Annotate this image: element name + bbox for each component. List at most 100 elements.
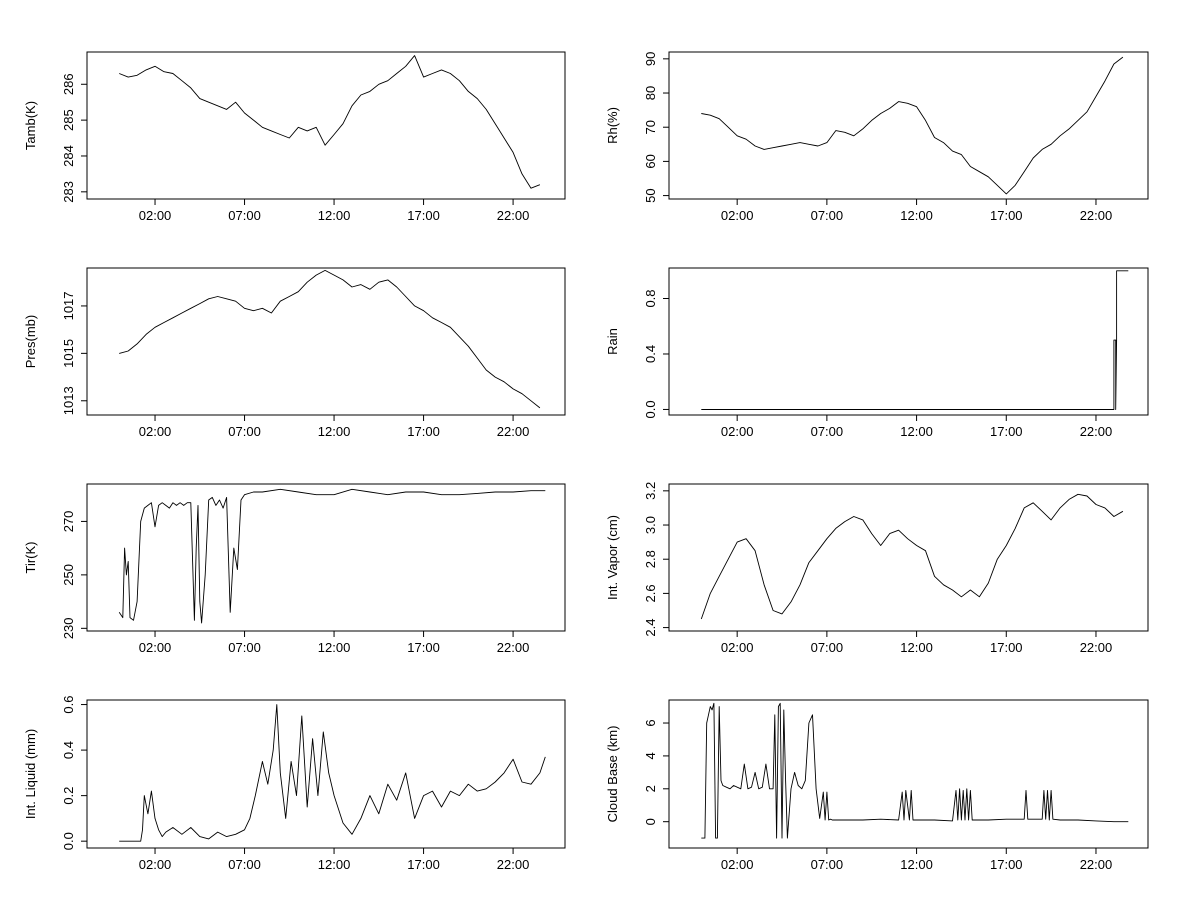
x-tick-label: 17:00 [407, 208, 440, 223]
y-tick-label: 1015 [61, 339, 76, 368]
x-tick-label: 22:00 [497, 424, 530, 439]
y-axis-label: Rh(%) [605, 107, 620, 144]
plot-frame [86, 267, 566, 416]
x-tick-label: 02:00 [721, 208, 754, 223]
x-tick-label: 02:00 [139, 424, 172, 439]
x-tick-label: 02:00 [721, 424, 754, 439]
x-tick-label: 02:00 [721, 640, 754, 655]
y-tick-label: 0 [643, 818, 658, 825]
series-line [701, 270, 1129, 410]
y-tick-label: 0.8 [643, 289, 658, 307]
y-tick-label: 0.0 [643, 400, 658, 418]
x-tick-label: 17:00 [407, 857, 440, 872]
y-tick-label: 0.2 [61, 787, 76, 805]
y-tick-label: 60 [643, 154, 658, 168]
x-tick-label: 22:00 [1080, 640, 1113, 655]
y-tick-label: 2.6 [643, 584, 658, 602]
y-tick-label: 286 [61, 73, 76, 95]
x-tick-label: 07:00 [228, 424, 261, 439]
series-line [119, 269, 541, 409]
series-line [118, 488, 546, 624]
y-tick-label: 284 [61, 145, 76, 167]
x-tick-label: 12:00 [900, 208, 933, 223]
y-tick-label: 90 [643, 52, 658, 66]
y-axis-label: Pres(mb) [23, 315, 38, 368]
x-tick-label: 17:00 [407, 424, 440, 439]
x-tick-label: 07:00 [228, 208, 261, 223]
plot-frame [668, 51, 1149, 200]
x-tick-label: 12:00 [318, 640, 351, 655]
x-tick-label: 22:00 [497, 857, 530, 872]
x-tick-label: 02:00 [721, 857, 754, 872]
x-tick-label: 12:00 [900, 857, 933, 872]
x-tick-label: 07:00 [228, 857, 261, 872]
x-tick-label: 22:00 [1080, 424, 1113, 439]
plot-frame [86, 483, 566, 632]
x-tick-label: 07:00 [228, 640, 261, 655]
y-tick-label: 250 [61, 564, 76, 586]
x-tick-label: 17:00 [407, 640, 440, 655]
x-tick-label: 07:00 [811, 208, 844, 223]
panel-8: 02:00 07:00 12:00 17:00 22:00 0 2 4 6 Cloud Base … [605, 699, 1149, 872]
y-tick-label: 2.4 [643, 619, 658, 637]
x-tick-label: 17:00 [990, 857, 1023, 872]
panel-5: 02:00 07:00 12:00 17:00 22:00 230 250 270 Tir(K) [23, 483, 566, 655]
panel-7: 02:00 07:00 12:00 17:00 22:00 0.0 0.2 0.4 0.6 Int… [23, 696, 566, 872]
x-tick-label: 12:00 [318, 208, 351, 223]
x-tick-label: 17:00 [990, 640, 1023, 655]
panel-6: 02:00 07:00 12:00 17:00 22:00 2.4 2.6 2.8 3.0 3.2… [605, 482, 1149, 655]
x-tick-label: 12:00 [318, 424, 351, 439]
x-tick-label: 22:00 [497, 640, 530, 655]
series-line [119, 704, 546, 842]
y-tick-label: 1017 [61, 291, 76, 320]
y-tick-label: 2 [643, 785, 658, 792]
y-axis-label: Tir(K) [23, 541, 38, 573]
y-axis-label: Rain [605, 328, 620, 355]
y-tick-label: 70 [643, 120, 658, 134]
y-axis-label: Int. Liquid (mm) [23, 729, 38, 819]
panel-2: 02:00 07:00 12:00 17:00 22:00 50 60 70 80 90 Rh(%) [605, 51, 1149, 223]
x-tick-label: 07:00 [811, 857, 844, 872]
x-tick-label: 17:00 [990, 208, 1023, 223]
panel-4: 02:00 07:00 12:00 17:00 22:00 0.0 0.4 0.8 Rain [605, 267, 1149, 439]
y-tick-label: 0.4 [643, 345, 658, 363]
x-tick-label: 12:00 [318, 857, 351, 872]
x-tick-label: 07:00 [811, 424, 844, 439]
series-line [701, 702, 1129, 839]
y-axis-label: Cloud Base (km) [605, 726, 620, 823]
plot-frame [86, 699, 566, 849]
x-tick-label: 02:00 [139, 640, 172, 655]
y-tick-label: 50 [643, 188, 658, 202]
y-tick-label: 230 [61, 617, 76, 639]
x-tick-label: 07:00 [811, 640, 844, 655]
y-tick-label: 285 [61, 109, 76, 131]
y-tick-label: 0.0 [61, 832, 76, 850]
y-tick-label: 80 [643, 86, 658, 100]
y-tick-label: 283 [61, 181, 76, 203]
y-tick-label: 6 [643, 719, 658, 726]
x-tick-label: 17:00 [990, 424, 1023, 439]
series-line [701, 56, 1124, 195]
y-tick-label: 0.4 [61, 741, 76, 759]
y-axis-label: Tamb(K) [23, 101, 38, 150]
y-axis-label: Int. Vapor (cm) [605, 515, 620, 600]
y-tick-label: 3.2 [643, 482, 658, 500]
plot-frame [86, 51, 566, 200]
x-tick-label: 12:00 [900, 640, 933, 655]
y-tick-label: 3.0 [643, 516, 658, 534]
panel-1: 02:00 07:00 12:00 17:00 22:00 283 284 285 286 Tam… [23, 51, 566, 223]
x-tick-label: 02:00 [139, 208, 172, 223]
y-tick-label: 270 [61, 511, 76, 533]
plot-frame [668, 483, 1149, 632]
y-tick-label: 4 [643, 752, 658, 759]
x-tick-label: 22:00 [497, 208, 530, 223]
x-tick-label: 12:00 [900, 424, 933, 439]
plot-frame [668, 267, 1149, 416]
y-tick-label: 0.6 [61, 696, 76, 714]
y-tick-label: 2.8 [643, 550, 658, 568]
panel-3: 02:00 07:00 12:00 17:00 22:00 1013 1015 1017 Pre… [23, 267, 566, 439]
series-line [700, 493, 1124, 620]
x-tick-label: 02:00 [139, 857, 172, 872]
x-tick-label: 22:00 [1080, 857, 1113, 872]
